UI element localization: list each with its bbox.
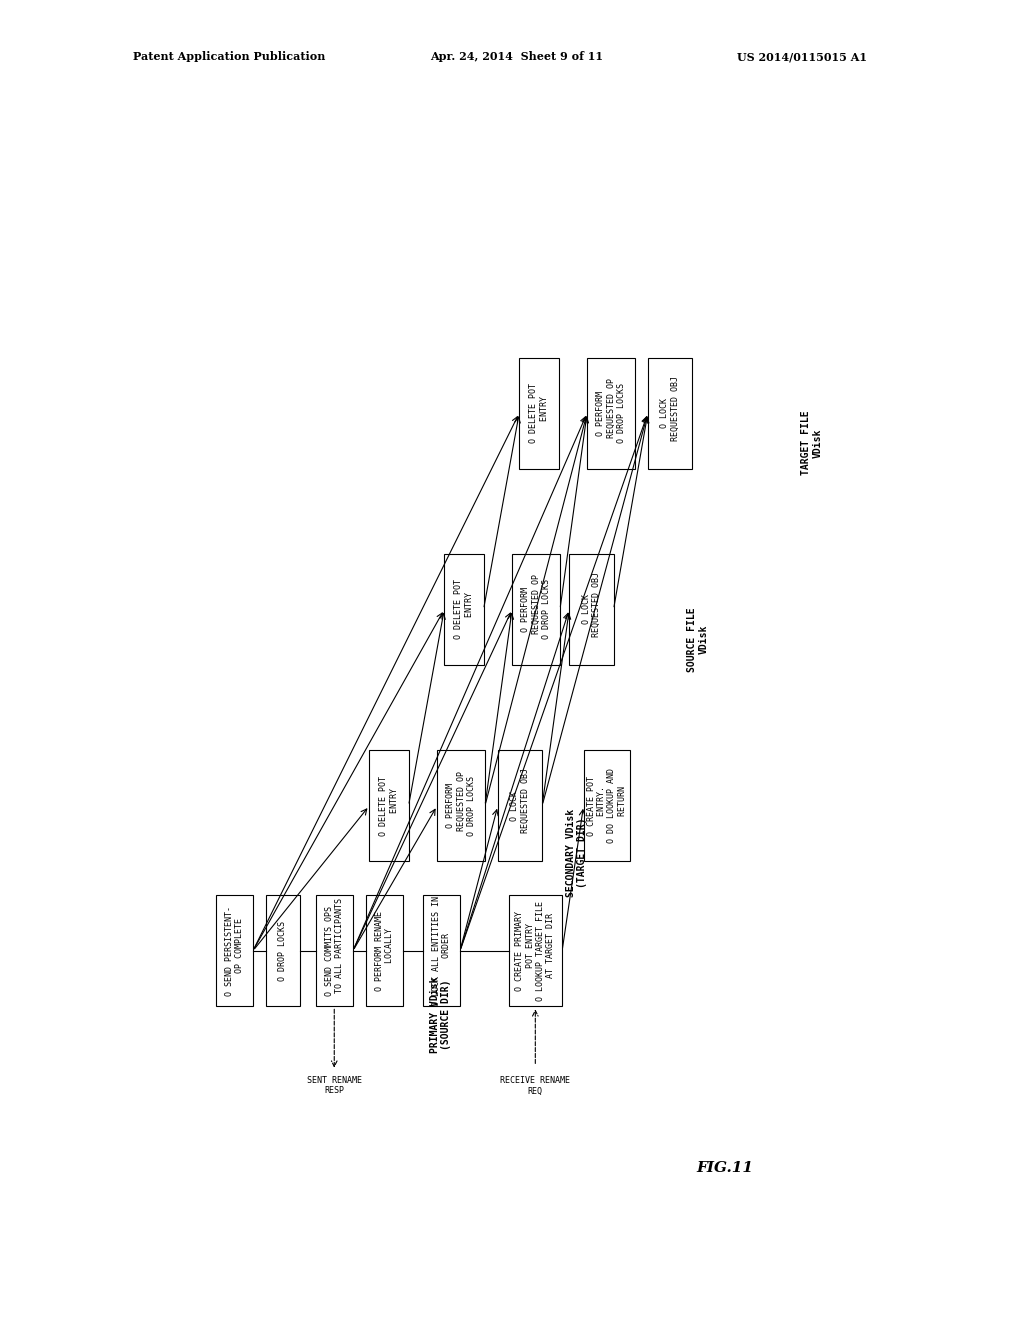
Text: O DROP LOCKS: O DROP LOCKS (279, 921, 288, 981)
Bar (366, 895, 402, 1006)
Text: O PERFORM RENAME
  LOCALLY: O PERFORM RENAME LOCALLY (375, 911, 394, 991)
Bar (569, 554, 613, 665)
Bar (648, 358, 692, 469)
Text: O CREATE POT
  ENTRY.
O DO LOOKUP AND
  RETURN: O CREATE POT ENTRY. O DO LOOKUP AND RETU… (587, 768, 627, 843)
Text: O DELETE POT
  ENTRY: O DELETE POT ENTRY (379, 776, 398, 836)
Text: O LOCK
  REQUESTED OBJ: O LOCK REQUESTED OBJ (510, 768, 529, 843)
Text: O PERFORM
  REQUESTED OP
O DROP LOCKS: O PERFORM REQUESTED OP O DROP LOCKS (446, 771, 476, 841)
Bar (370, 750, 409, 862)
Text: Patent Application Publication: Patent Application Publication (133, 51, 326, 62)
Bar (509, 895, 562, 1006)
Bar (437, 750, 485, 862)
Text: SENT RENAME
RESP: SENT RENAME RESP (307, 1076, 361, 1096)
Bar (444, 554, 483, 665)
Text: O SEND PERSISTENT-
  OP COMPLETE: O SEND PERSISTENT- OP COMPLETE (224, 906, 244, 997)
Text: O LOCK
  REQUESTED OBJ: O LOCK REQUESTED OBJ (660, 376, 680, 450)
Bar (265, 895, 300, 1006)
Bar (512, 554, 560, 665)
Text: O DELETE POT
  ENTRY: O DELETE POT ENTRY (529, 383, 549, 444)
Bar (519, 358, 558, 469)
Text: O LOCK
  REQUESTED OBJ: O LOCK REQUESTED OBJ (582, 572, 601, 647)
Bar (423, 895, 460, 1006)
Text: PRIMARY VDisk
(SOURCE DIR): PRIMARY VDisk (SOURCE DIR) (430, 977, 452, 1053)
Text: US 2014/0115015 A1: US 2014/0115015 A1 (737, 51, 867, 62)
Bar (584, 750, 630, 862)
Text: SECONDARY VDisk
(TARGET DIR): SECONDARY VDisk (TARGET DIR) (565, 809, 587, 896)
Text: O DELETE POT
  ENTRY: O DELETE POT ENTRY (455, 579, 473, 639)
Text: TARGET FILE
VDisk: TARGET FILE VDisk (802, 411, 823, 475)
Bar (498, 750, 542, 862)
Text: RECEIVE RENAME
REQ: RECEIVE RENAME REQ (501, 1076, 570, 1096)
Bar (216, 895, 253, 1006)
Bar (587, 358, 635, 469)
Text: O SEND COMMITS OPS
  TO ALL PARTICIPANTS: O SEND COMMITS OPS TO ALL PARTICIPANTS (325, 899, 344, 1003)
Bar (315, 895, 353, 1006)
Text: O LOCK ALL ENTITIES IN
  ORDER: O LOCK ALL ENTITIES IN ORDER (432, 896, 452, 1006)
Text: O CREATE PRIMARY
  POT ENTRY
O LOOKUP TARGET FILE
  AT TARGET DIR: O CREATE PRIMARY POT ENTRY O LOOKUP TARG… (515, 902, 555, 1001)
Text: FIG.11: FIG.11 (696, 1162, 754, 1175)
Text: O PERFORM
  REQUESTED OP
O DROP LOCKS: O PERFORM REQUESTED OP O DROP LOCKS (521, 574, 551, 644)
Text: O PERFORM
  REQUESTED OP
O DROP LOCKS: O PERFORM REQUESTED OP O DROP LOCKS (596, 378, 626, 447)
Text: Apr. 24, 2014  Sheet 9 of 11: Apr. 24, 2014 Sheet 9 of 11 (430, 51, 603, 62)
Text: SOURCE FILE
VDisk: SOURCE FILE VDisk (687, 607, 709, 672)
